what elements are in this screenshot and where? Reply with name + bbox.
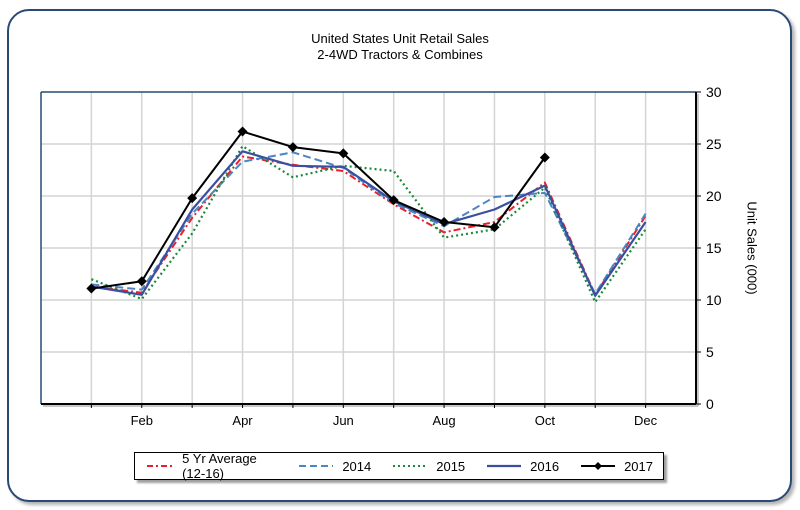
y-tick-label: 10 [706,292,722,308]
grid [41,92,696,404]
series-line-2014 [91,151,647,295]
data-point-marker [287,142,298,153]
series-lines [86,126,647,304]
y-tick-label: 25 [706,136,722,152]
legend-item-2017: 2017 [579,459,653,474]
y-tick-label: 0 [706,396,714,412]
y-tick-label: 30 [706,84,722,100]
data-point-marker [237,126,248,137]
chart-title: United States Unit Retail Sales [311,31,489,46]
data-point-marker [439,217,450,227]
legend-swatch-2015 [393,465,428,467]
legend-swatch-5yr-average [147,465,176,467]
data-point-marker [136,276,147,287]
legend-item-5yr-average: 5 Yr Average (12-16) [145,451,277,481]
legend-label: 5 Yr Average (12-16) [182,451,257,481]
legend-swatch-2016 [487,464,522,468]
legend-label: 2015 [436,458,466,474]
x-tick-label: Apr [232,413,253,428]
diamond-marker-icon [594,462,603,470]
legend: 5 Yr Average (12-16) 2014 2015 2016 2017 [134,451,664,481]
legend-label: 2017 [624,458,653,474]
y-tick-label: 5 [706,344,714,360]
x-tick-label: Dec [634,413,658,428]
legend-swatch-2014 [299,465,334,467]
legend-label: 2016 [530,458,560,474]
legend-item-2014: 2014 [297,459,371,474]
y-axis-label: Unit Sales (000) [744,201,760,295]
legend-label: 2014 [342,458,372,474]
data-point-marker [489,222,500,233]
x-tick-label: Jun [333,413,354,428]
legend-item-2016: 2016 [485,459,559,474]
data-point-marker [187,193,198,204]
y-tick-label: 20 [706,188,722,204]
y-tick-label: 15 [706,240,722,256]
x-tick-label: Oct [535,413,556,428]
x-tick-label: Feb [131,413,153,428]
axes [40,91,701,408]
x-tick-label: Aug [433,413,456,428]
data-point-marker [86,283,97,294]
data-point-marker [388,195,399,206]
legend-swatch-2017 [581,462,616,470]
series-line-5-yr-average-12-16- [91,155,647,296]
series-line-2017 [91,130,546,290]
data-point-marker [539,152,550,163]
data-point-marker [338,148,349,159]
tick-labels: 0 5 10 15 20 25 30 Feb Apr Jun Aug Oct Dec [131,84,722,428]
series-line-2016 [91,150,647,297]
legend-item-2015: 2015 [391,459,465,474]
chart-subtitle: 2-4WD Tractors & Combines [317,47,483,62]
